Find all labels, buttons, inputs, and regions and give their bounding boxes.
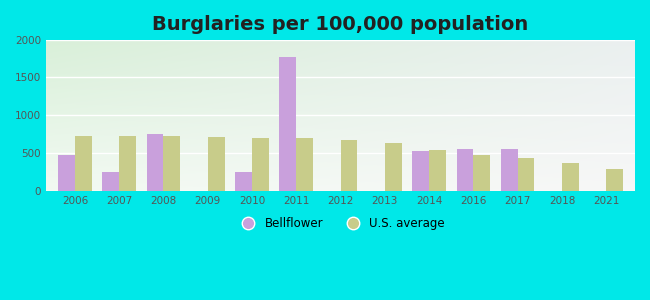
Bar	[562, 163, 578, 191]
Bar	[341, 140, 358, 191]
Bar	[163, 136, 180, 191]
Bar	[473, 155, 490, 191]
Bar	[280, 57, 296, 191]
Bar	[235, 172, 252, 191]
Bar	[75, 136, 92, 191]
Bar	[385, 143, 402, 191]
Bar	[606, 169, 623, 191]
Bar	[102, 172, 119, 191]
Bar	[208, 137, 224, 191]
Bar	[501, 149, 517, 191]
Bar	[456, 149, 473, 191]
Bar	[429, 150, 446, 191]
Bar	[412, 152, 429, 191]
Legend: Bellflower, U.S. average: Bellflower, U.S. average	[231, 212, 450, 235]
Bar	[517, 158, 534, 191]
Title: Burglaries per 100,000 population: Burglaries per 100,000 population	[153, 15, 528, 34]
Bar	[119, 136, 136, 191]
Bar	[58, 155, 75, 191]
Bar	[296, 138, 313, 191]
Bar	[147, 134, 163, 191]
Bar	[252, 138, 269, 191]
